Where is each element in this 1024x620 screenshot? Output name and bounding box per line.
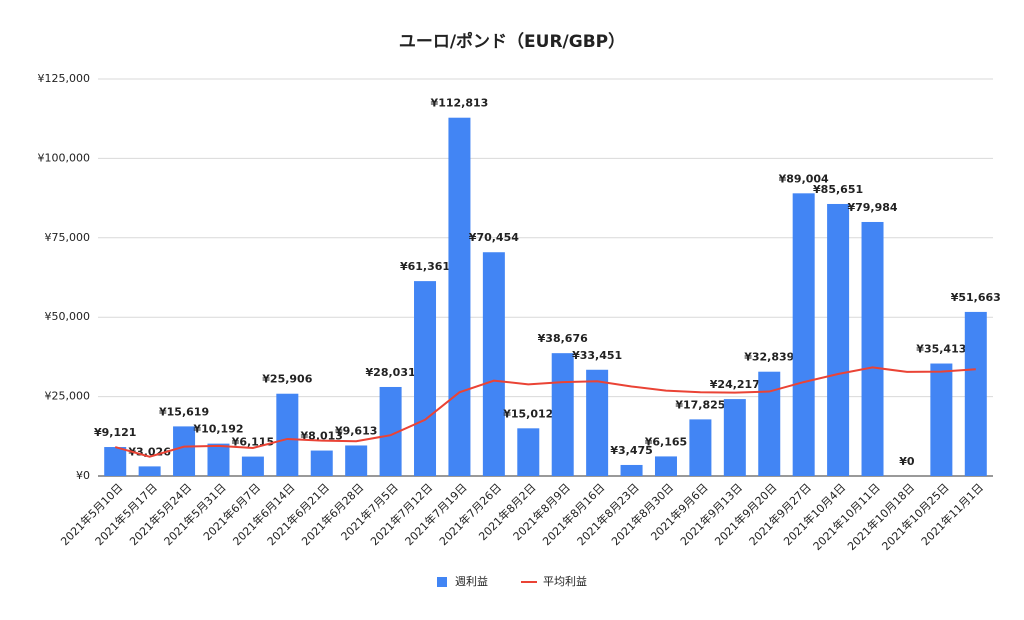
value-label: ¥112,813: [431, 97, 489, 110]
bar: [654, 456, 677, 476]
x-tick-label: 2021年6月28日: [299, 480, 367, 548]
x-tick-label: 2021年7月12日: [367, 480, 435, 548]
value-label: ¥6,165: [645, 435, 687, 448]
x-tick-label: 2021年10月4日: [780, 480, 848, 548]
x-tick-label: 2021年5月31日: [161, 480, 229, 548]
value-label: ¥51,663: [951, 291, 1001, 304]
bar: [964, 311, 987, 476]
bar: [207, 443, 230, 476]
y-tick-label: ¥100,000: [38, 151, 91, 164]
bar: [448, 117, 471, 477]
x-tick-label: 2021年8月16日: [539, 480, 607, 548]
bar: [551, 353, 574, 476]
legend-label: 週利益: [455, 574, 488, 588]
bar: [517, 428, 540, 476]
value-label: ¥15,619: [159, 405, 209, 418]
x-tick-label: 2021年7月26日: [436, 480, 504, 548]
bar: [723, 399, 746, 476]
bar: [104, 447, 127, 476]
x-tick-label: 2021年5月10日: [58, 480, 126, 548]
line: [114, 366, 976, 458]
x-tick-label: 2021年9月13日: [677, 480, 745, 548]
value-label: ¥28,031: [366, 366, 416, 379]
value-label: ¥3,026: [128, 445, 171, 458]
y-tick-label: ¥50,000: [45, 310, 91, 323]
value-label: ¥9,613: [335, 424, 377, 437]
x-tick-label: 2021年11月1日: [918, 480, 986, 548]
bar: [345, 445, 368, 476]
value-label: ¥85,651: [813, 183, 863, 196]
bar: [689, 419, 712, 476]
value-label: ¥3,475: [610, 444, 652, 457]
x-tick-label: 2021年5月24日: [126, 480, 194, 548]
value-label: ¥38,676: [538, 332, 588, 345]
value-label: ¥61,361: [400, 260, 450, 273]
value-label: ¥79,984: [847, 201, 897, 214]
bar: [276, 393, 299, 476]
x-tick-label: 2021年7月19日: [402, 480, 470, 548]
bar: [930, 363, 953, 476]
x-tick-label: 2021年5月17日: [92, 480, 160, 548]
y-tick-label: ¥25,000: [45, 390, 91, 403]
y-tick-label: ¥125,000: [38, 72, 91, 85]
value-label: ¥0: [899, 455, 915, 468]
bar: [414, 281, 437, 476]
bar: [173, 426, 196, 476]
y-tick-label: ¥0: [76, 469, 90, 482]
value-label: ¥15,012: [503, 407, 553, 420]
y-tick-label: ¥75,000: [45, 231, 91, 244]
bar: [241, 456, 264, 476]
bar: [310, 450, 333, 476]
value-label: ¥17,825: [675, 398, 725, 411]
value-label: ¥9,121: [94, 426, 136, 439]
value-label: ¥70,454: [469, 231, 519, 244]
x-tick-label: 2021年8月23日: [574, 480, 642, 548]
value-label: ¥33,451: [572, 349, 622, 362]
value-label: ¥25,906: [262, 373, 312, 386]
x-tick-label: 2021年6月21日: [264, 480, 332, 548]
legend-label: 平均利益: [543, 574, 587, 588]
bar: [758, 371, 781, 476]
bar: [792, 193, 815, 476]
value-label: ¥10,192: [193, 423, 243, 436]
x-tick-label: 2021年9月20日: [712, 480, 780, 548]
value-label: ¥24,217: [710, 378, 760, 391]
value-label: ¥35,413: [916, 343, 966, 356]
bar: [620, 464, 643, 476]
bar: [138, 466, 161, 476]
value-label: ¥89,004: [779, 172, 829, 185]
bar: [379, 386, 402, 476]
bar: [482, 252, 505, 476]
bar: [827, 203, 850, 477]
value-label: ¥32,839: [744, 351, 794, 364]
x-tick-label: 2021年6月14日: [230, 480, 298, 548]
x-tick-label: 2021年9月27日: [746, 480, 814, 548]
bar: [861, 221, 884, 476]
chart-title: ユーロ/ポンド（EUR/GBP）: [399, 31, 625, 52]
legend-swatch: [437, 577, 447, 587]
bar: [586, 369, 609, 476]
x-tick-label: 2021年8月30日: [608, 480, 676, 548]
